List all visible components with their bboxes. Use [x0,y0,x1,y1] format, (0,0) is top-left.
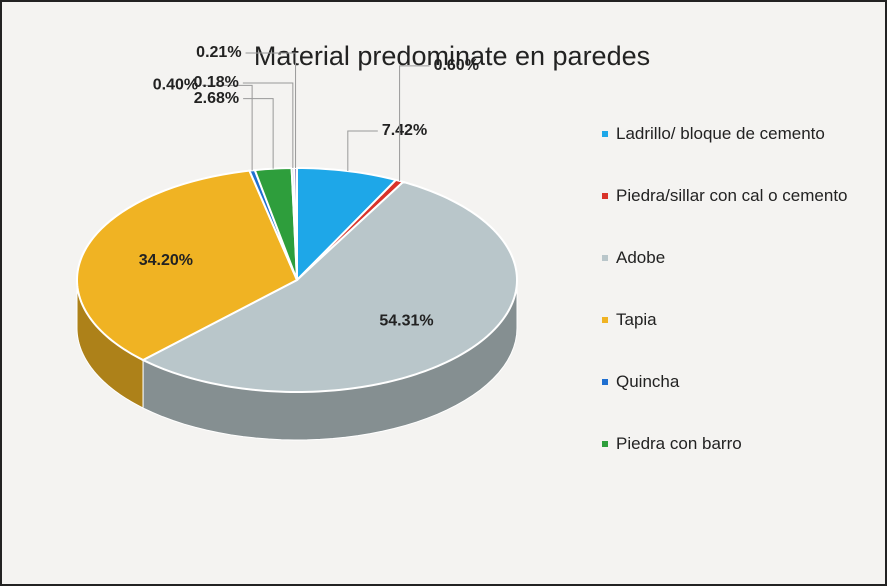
leader-line [245,52,297,169]
legend-swatch [602,255,608,261]
data-label: 0.21% [196,44,241,61]
legend: Ladrillo/ bloque de cemento Piedra/sillar… [602,122,882,494]
legend-swatch [602,317,608,323]
data-label: 7.42% [382,122,427,139]
leader-line [399,65,430,181]
data-label: 0.60% [434,57,479,74]
leader-line [242,82,294,169]
data-label: 2.68% [194,90,239,107]
slice [296,166,398,283]
data-label: 54.31% [379,313,433,330]
legend-label: Ladrillo/ bloque de cemento [616,124,825,143]
data-label: 0.18% [193,74,238,91]
legend-swatch [602,131,608,137]
chart-title: Material predominate en paredes [254,41,650,71]
slice [76,169,299,362]
legend-label: Quincha [616,372,680,391]
legend-item: Piedra/sillar con cal o cemento [602,184,882,208]
leader-line [202,84,253,171]
legend-item: Adobe [602,246,882,270]
legend-label: Adobe [616,248,666,267]
legend-item: Quincha [602,370,882,394]
legend-item: Tapia [602,308,882,332]
legend-label: Tapia [616,310,657,329]
data-label: 0.40% [153,77,198,94]
legend-swatch [602,441,608,447]
slice [253,167,298,281]
leader-line [243,98,274,169]
legend-swatch [602,379,608,385]
legend-label: Piedra/sillar con cal o cemento [616,186,848,205]
legend-label: Piedra con barro [616,434,742,453]
legend-item: Piedra con barro [602,432,882,456]
leader-line [347,130,378,172]
legend-item: Ladrillo/ bloque de cemento [602,122,882,146]
data-label: 34.20% [139,252,193,269]
legend-swatch [602,193,608,199]
slice [140,180,518,394]
